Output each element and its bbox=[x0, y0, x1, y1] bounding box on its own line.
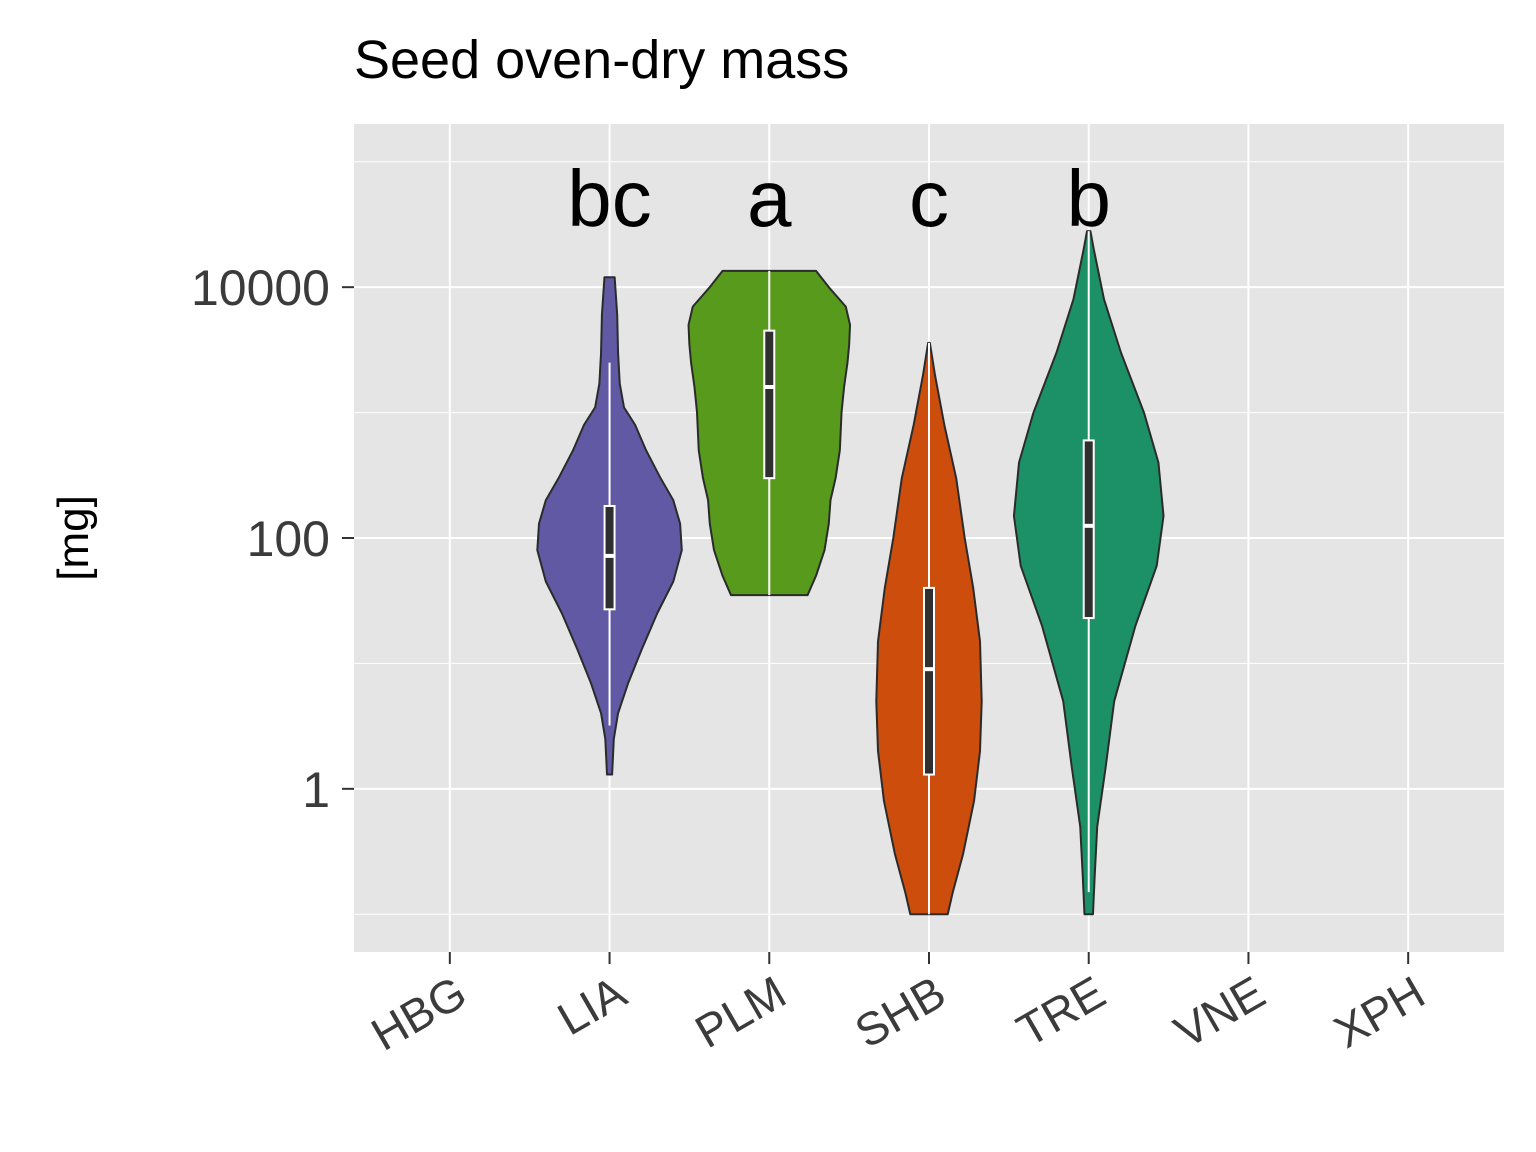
significance-letter: b bbox=[1066, 154, 1111, 243]
quartile-box bbox=[1082, 439, 1095, 620]
violins bbox=[536, 230, 1165, 916]
y-axis-label: [mg] bbox=[49, 495, 98, 581]
x-tick-label: TRE bbox=[1008, 966, 1114, 1057]
quartile-box bbox=[763, 329, 776, 480]
y-tick-label: 10000 bbox=[191, 260, 330, 316]
violin-tre bbox=[1012, 230, 1165, 916]
significance-letter: a bbox=[747, 154, 792, 243]
violin-lia bbox=[536, 276, 683, 776]
quartile-box bbox=[923, 586, 935, 776]
violin-shb bbox=[875, 341, 983, 916]
x-tick-label: LIA bbox=[549, 965, 635, 1045]
x-tick-label: SHB bbox=[846, 966, 954, 1058]
x-axis: HBG LIA PLM SHB TRE VNE XPH bbox=[363, 952, 1433, 1061]
y-tick-label: 1 bbox=[302, 762, 330, 818]
y-tick-label: 100 bbox=[247, 511, 330, 567]
significance-letter: bc bbox=[567, 154, 652, 243]
significance-letters: bc a c b bbox=[567, 154, 1111, 243]
x-tick-label: HBG bbox=[363, 966, 475, 1061]
violin-plm bbox=[687, 269, 852, 597]
y-axis: 1 100 10000 bbox=[191, 260, 354, 818]
chart-title: Seed oven-dry mass bbox=[354, 30, 849, 90]
x-tick-label: VNE bbox=[1166, 966, 1274, 1058]
x-tick-label: XPH bbox=[1325, 966, 1433, 1058]
significance-letter: c bbox=[909, 154, 949, 243]
x-tick-label: PLM bbox=[686, 966, 794, 1058]
